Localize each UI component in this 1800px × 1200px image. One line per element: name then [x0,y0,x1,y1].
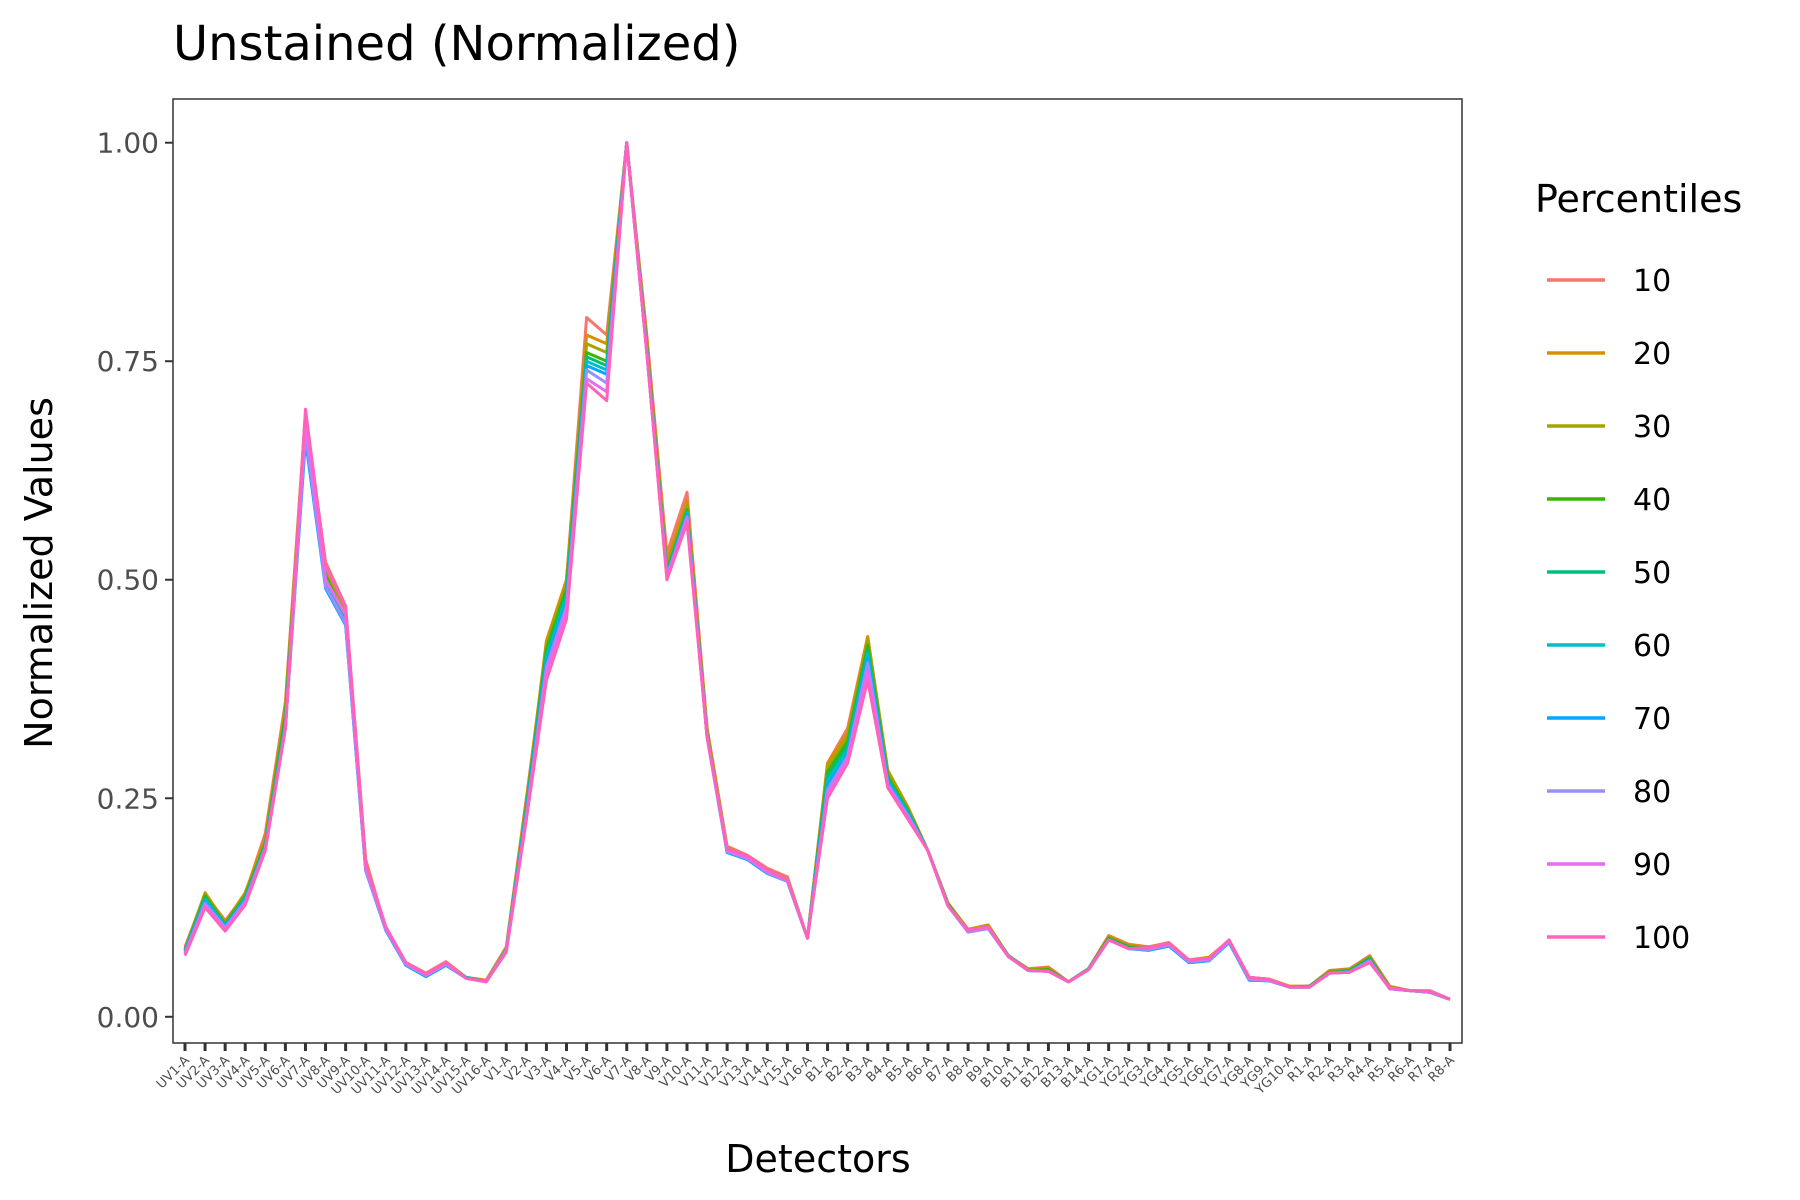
y-tick-label: 0.25 [97,782,159,815]
y-tick-label: 0.00 [97,1001,159,1034]
plot-border [172,98,1463,1044]
legend-label-10: 10 [1633,264,1671,299]
legend-label-20: 20 [1633,337,1671,372]
legend-label-100: 100 [1633,921,1690,956]
legend-label-50: 50 [1633,556,1671,591]
chart-title: Unstained (Normalized) [173,16,740,72]
legend-label-80: 80 [1633,775,1671,810]
legend-label-40: 40 [1633,483,1671,518]
legend-title: Percentiles [1535,177,1742,221]
y-tick-label: 0.50 [97,564,159,597]
y-tick-label: 1.00 [97,127,159,160]
y-axis-title: Normalized Values [17,397,61,749]
legend-label-30: 30 [1633,410,1671,445]
plot-area [172,98,1463,1044]
x-axis: UV1-AUV2-AUV3-AUV4-AUV5-AUV6-AUV7-AUV8-A… [154,1043,1458,1098]
legend-label-70: 70 [1633,702,1671,737]
legend-label-90: 90 [1633,848,1671,883]
series-line-100 [183,141,1451,1001]
x-axis-title: Detectors [725,1137,910,1181]
y-axis: 0.00 0.25 0.50 0.75 1.00 [97,127,173,1034]
legend: Percentiles 10 20 30 40 50 60 70 80 90 100 [1535,177,1742,956]
legend-label-60: 60 [1633,629,1671,664]
y-tick-label: 0.75 [97,345,159,378]
